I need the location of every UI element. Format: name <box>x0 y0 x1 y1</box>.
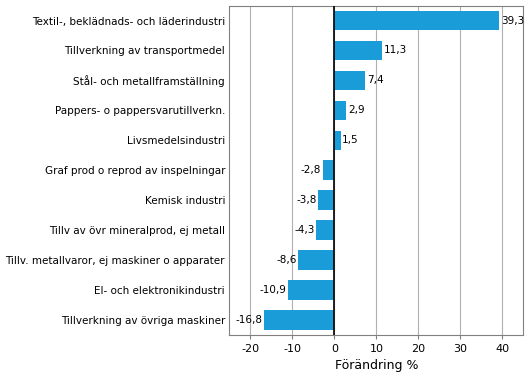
Bar <box>334 41 382 60</box>
Text: -10,9: -10,9 <box>260 285 287 295</box>
Bar <box>288 280 334 300</box>
Text: -4,3: -4,3 <box>294 225 315 235</box>
Bar <box>334 130 341 150</box>
Text: 11,3: 11,3 <box>384 45 407 56</box>
Text: -16,8: -16,8 <box>235 315 262 325</box>
Text: -2,8: -2,8 <box>300 165 321 175</box>
Text: -8,6: -8,6 <box>276 255 296 265</box>
Text: 2,9: 2,9 <box>348 105 365 115</box>
X-axis label: Förändring %: Förändring % <box>334 359 418 372</box>
Bar <box>316 220 334 240</box>
Bar <box>298 250 334 270</box>
Text: 1,5: 1,5 <box>342 135 359 145</box>
Text: -3,8: -3,8 <box>296 195 317 205</box>
Bar <box>318 191 334 210</box>
Bar <box>323 161 334 180</box>
Bar <box>263 310 334 330</box>
Bar <box>334 101 346 120</box>
Text: 7,4: 7,4 <box>367 75 384 85</box>
Text: 39,3: 39,3 <box>501 15 524 26</box>
Bar <box>334 71 366 90</box>
Bar <box>334 11 499 30</box>
